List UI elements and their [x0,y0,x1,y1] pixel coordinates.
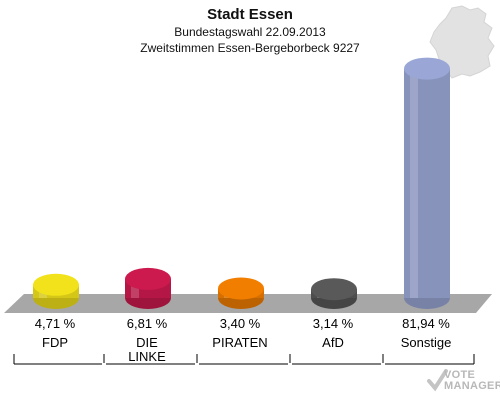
category-afd: 3,14 % AfD [287,316,379,350]
category-label-piraten: PIRATEN [212,335,268,350]
bar-sonstige [404,57,450,309]
category-label-fdp: FDP [42,335,68,350]
value-label-fdp: 4,71 % [34,316,76,331]
category-label-linke-line2: LINKE [128,349,166,364]
category-gap-3 [288,363,292,366]
category-gap-2 [195,363,199,366]
category-fdp: 4,71 % FDP [9,316,101,350]
value-label-sonstige: 81,94 % [402,316,450,331]
bar-piraten [218,277,264,309]
value-label-piraten: 3,40 % [219,316,261,331]
value-label-afd: 3,14 % [312,316,354,331]
chart-subtitle-date: Bundestagswahl 22.09.2013 [174,25,326,39]
chart-title-block: Stadt Essen Bundestagswahl 22.09.2013 Zw… [0,6,500,56]
category-label-afd: AfD [322,335,344,350]
category-label-linke-line1: DIE [136,335,158,350]
chart-title: Stadt Essen [207,6,293,23]
logo-text-line1: VOTE [444,369,476,381]
bar-fdp [33,273,79,309]
vote-manager-logo: VOTE MANAGER [424,366,500,396]
vote-check-icon [427,369,448,392]
value-label-linke: 6,81 % [126,316,168,331]
logo-text-line2: MANAGER [444,380,500,392]
category-label-sonstige: Sonstige [400,335,452,350]
bar-afd [311,278,357,309]
category-axis [13,354,475,366]
category-sonstige: 81,94 % Sonstige [380,316,472,350]
logo-text: VOTE MANAGER [444,370,500,392]
chart-subtitle-district: Zweitstimmen Essen-Bergeborbeck 9227 [140,41,360,55]
category-linke: 6,81 % DIE LINKE [101,316,193,364]
bar-linke [125,267,171,309]
germany-map-icon [429,5,495,79]
category-piraten: 3,40 % PIRATEN [194,316,286,350]
category-gap-4 [381,363,385,366]
category-gap-1 [102,363,106,366]
category-label-linke: DIE LINKE [101,336,193,364]
